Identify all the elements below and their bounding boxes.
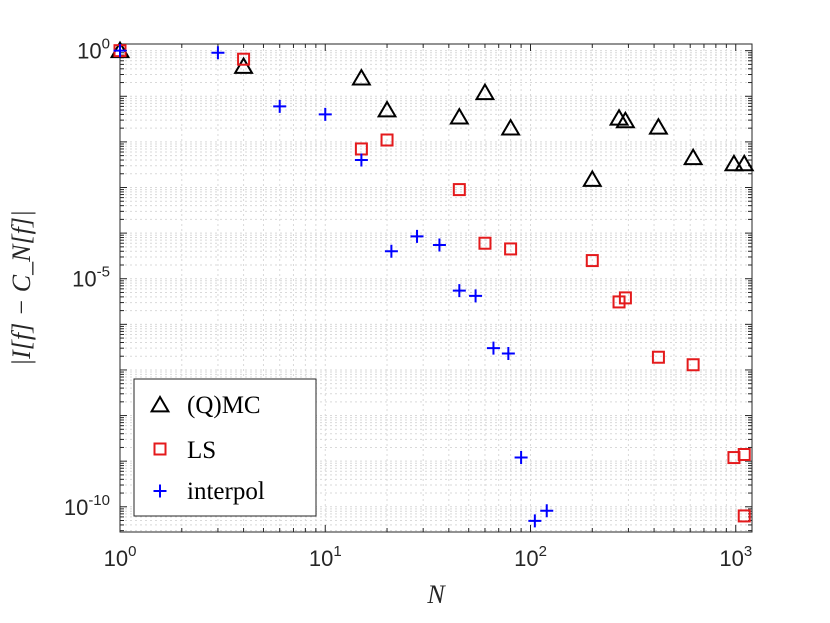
data-points [109,40,755,528]
data-point-square [452,183,466,197]
data-point-triangle [500,118,521,136]
x-tick-label: 100 [104,543,137,571]
legend-label-ls: LS [187,437,216,464]
data-point-square [737,448,751,462]
data-point-plus [318,107,332,121]
legend-label-qmc: (Q)MC [187,392,261,419]
data-point-triangle [723,153,745,172]
data-point-triangle [615,110,636,129]
legend: (Q)MC LS interpol [133,378,317,517]
data-point-plus [501,346,515,360]
data-point-square [651,350,665,364]
data-point-plus [514,451,528,465]
x-tick-label: 101 [309,543,342,571]
data-point-triangle [682,147,704,166]
data-point-square [478,236,492,250]
series-q-mc [109,40,755,187]
data-point-plus [432,238,446,252]
data-point-square [737,509,751,523]
data-point-plus [469,289,483,303]
data-point-square [237,52,251,66]
y-tick-label: 10-5 [72,264,110,292]
data-point-plus [410,229,424,243]
tick-labels: 100 101 102 103 10-10 10-5 100 [64,36,752,571]
data-point-plus [540,504,554,518]
data-point-plus [113,44,127,58]
legend-box [133,378,317,517]
data-point-plus [211,46,225,60]
data-point-triangle [376,100,398,118]
x-tick-label: 103 [719,543,752,571]
legend-marker-square [153,442,167,456]
plot-area [119,43,753,533]
data-point-square [380,133,394,147]
data-point-square [618,291,632,305]
x-tick-label: 102 [514,543,547,571]
data-point-triangle [648,117,669,135]
data-point-triangle [734,153,755,172]
data-point-square [504,242,518,256]
data-point-plus [354,153,368,167]
data-point-plus [452,284,466,298]
y-tick-label: 10-10 [64,492,110,520]
data-point-plus [384,244,398,258]
y-axis-label: |I[f] − C_N[f]| [7,210,36,366]
legend-label-interpol: interpol [187,478,265,505]
data-point-plus [273,99,287,113]
data-point-triangle [474,82,496,101]
legend-marker-plus [153,484,167,498]
data-point-square [585,254,599,268]
data-point-triangle [449,107,470,125]
data-point-square [686,358,700,372]
legend-marker-triangle [149,395,171,413]
y-tick-label: 100 [77,36,110,64]
series-interpol [113,44,554,528]
legend-markers [149,395,171,498]
data-point-triangle [351,68,372,86]
data-point-triangle [582,169,603,187]
x-axis-label: N [426,580,446,609]
data-point-plus [486,341,500,355]
data-point-plus [528,514,542,528]
